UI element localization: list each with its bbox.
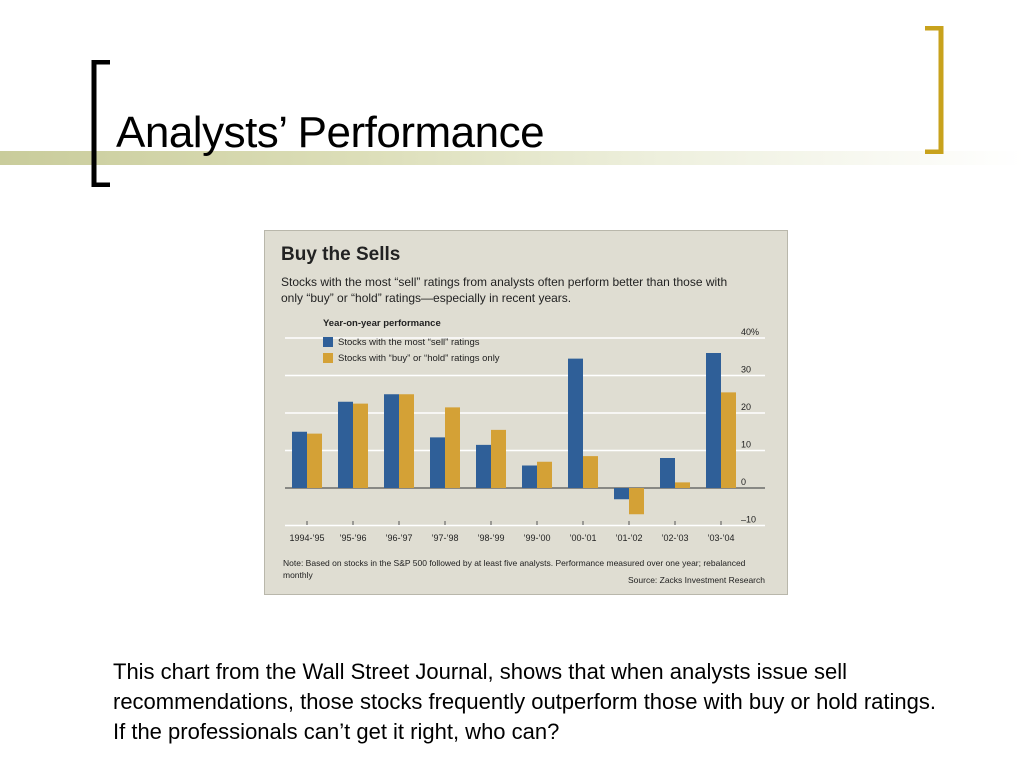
left-bracket-decoration [91,60,110,187]
bar-buy-hold [399,394,414,488]
x-tick-label: ’96-’97 [385,533,412,543]
bar-buy-hold [629,488,644,515]
bar-sell [614,488,629,500]
bar-sell [292,431,307,488]
x-tick-label: ’02-’03 [661,533,688,543]
x-tick-label: ’01-’02 [615,533,642,543]
title-underline-bar [0,151,1024,165]
chart-subtitle: Stocks with the most “sell” ratings from… [281,275,728,305]
x-tick-label: ’98-’99 [477,533,504,543]
bar-buy-hold [353,403,368,488]
x-tick-label: ’97-’98 [431,533,458,543]
bar-buy-hold [445,407,460,488]
bar-sell [660,458,675,488]
legend-label-sell: Stocks with the most “sell” ratings [338,336,480,348]
bar-sell [338,401,353,488]
bar-chart: 40% 30 20 10 0 –10 1994-’95 ’95-’96 ’96-’97 ’97-’… [285,327,765,543]
bar-sell [706,353,721,488]
y-tick-label: 20 [741,402,751,412]
chart-legend: Year-on-year performance Stocks with the… [323,318,500,366]
bar-sell [384,394,399,488]
legend-label-buy-hold: Stocks with “buy” or “hold” ratings only [338,352,500,364]
legend-swatch-sell [323,337,333,347]
x-tick-label: ’99-’00 [523,533,550,543]
bar-sell [476,444,491,488]
chart-note: Note: Based on stocks in the S&P 500 fol… [283,558,746,580]
bar-buy-hold [491,429,506,488]
right-bracket-decoration [925,26,944,154]
chart-source: Source: Zacks Investment Research [627,575,765,585]
legend-item-buy-hold: Stocks with “buy” or “hold” ratings only [323,350,500,366]
slide-title: Analysts’ Performance [116,108,545,157]
y-tick-label: –10 [741,515,756,525]
y-tick-label: 40% [741,327,759,337]
chart-title: Buy the Sells [281,244,401,265]
legend-title: Year-on-year performance [323,318,441,329]
bar-sell [430,437,445,488]
bar-buy-hold [307,433,322,488]
chart-panel: Buy the Sells Stocks with the most “sell… [264,230,788,595]
x-tick-label: ’00-’01 [569,533,596,543]
slide-caption: This chart from the Wall Street Journal,… [113,659,936,744]
legend-item-sell: Stocks with the most “sell” ratings [323,334,500,350]
bar-sell [522,465,537,488]
bar-buy-hold [583,456,598,488]
bar-buy-hold [675,482,690,488]
x-tick-label: 1994-’95 [289,533,324,543]
x-tick-label: ’03-’04 [707,533,734,543]
x-tick-label: ’95-’96 [339,533,366,543]
bar-buy-hold [537,461,552,488]
y-tick-label: 0 [741,477,746,487]
y-tick-label: 10 [741,440,751,450]
bar-sell [568,358,583,488]
legend-swatch-buy-hold [323,353,333,363]
bar-buy-hold [721,392,736,488]
y-tick-label: 30 [741,365,751,375]
